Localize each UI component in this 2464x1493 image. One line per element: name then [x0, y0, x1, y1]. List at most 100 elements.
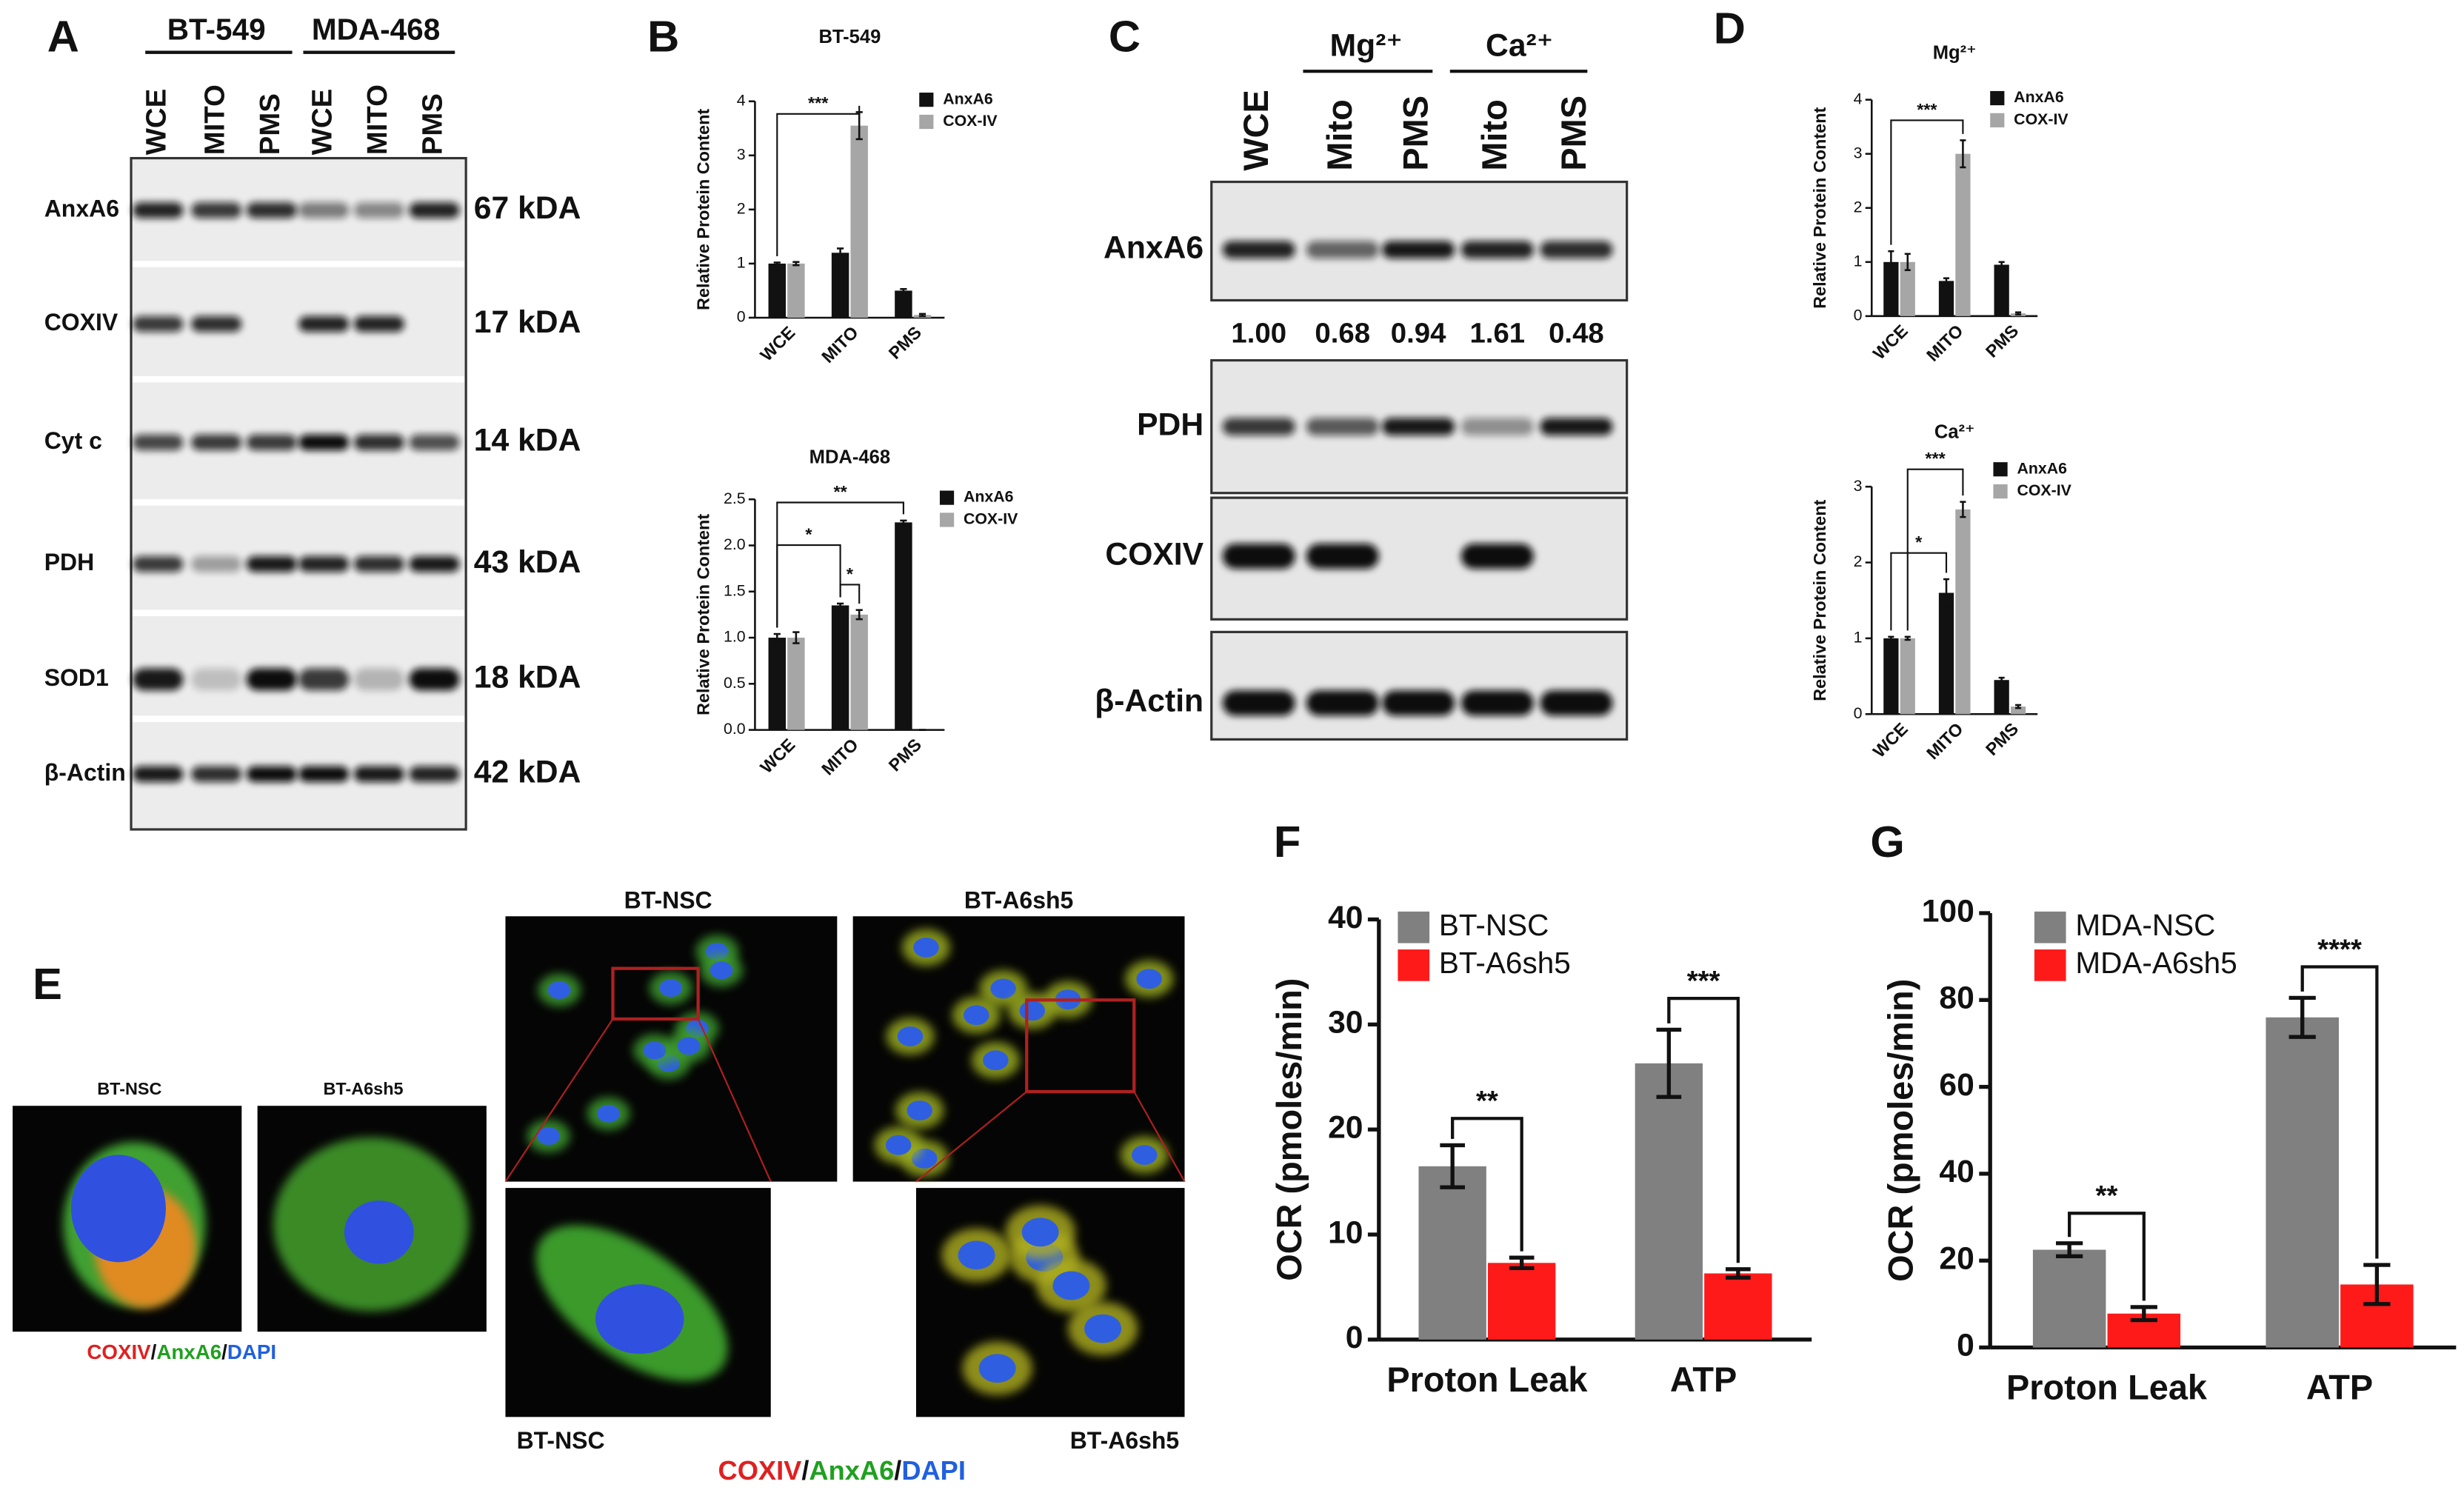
error-bar: [2363, 1263, 2391, 1306]
quant-label: 0.94: [1391, 318, 1446, 350]
cell-nucleus: [1136, 969, 1162, 989]
cell-nucleus: [885, 1135, 912, 1155]
panel-letter: C: [1109, 11, 1141, 61]
legend-label: BT-NSC: [1439, 908, 1549, 942]
blot-band: [246, 556, 297, 572]
y-tick-label: 2.0: [724, 535, 746, 553]
y-tick-label: 2.5: [724, 490, 746, 507]
stain-name: DAPI: [227, 1340, 276, 1363]
bar: [1883, 261, 1899, 316]
cell-nucleus: [595, 1284, 684, 1355]
blot-band: [1222, 241, 1295, 258]
blot-band: [1540, 241, 1613, 258]
y-tick-label: 100: [1922, 893, 1974, 929]
stain-separator: /: [151, 1340, 157, 1363]
panel-letter: E: [33, 959, 62, 1009]
blot-band: [1306, 543, 1379, 570]
significance-label: *: [1915, 532, 1923, 552]
x-tick-label: MITO: [818, 323, 862, 367]
cell-nucleus: [344, 1200, 414, 1264]
significance-bracket: [2300, 965, 2379, 1259]
row-label: COXIV: [1105, 536, 1203, 572]
lane-label: Mito: [1475, 99, 1514, 170]
blot-band: [133, 434, 184, 451]
cell-nucleus: [907, 1100, 932, 1120]
error-bar: [1904, 635, 1911, 641]
legend-swatch: [1398, 949, 1430, 981]
blot-band: [1460, 690, 1534, 716]
blot-band: [298, 202, 350, 218]
bar: [1883, 638, 1899, 715]
y-tick-label: 0: [1854, 306, 1863, 324]
chart-title: Ca²⁺: [1934, 421, 1975, 442]
chart-title: BT-549: [818, 27, 881, 47]
row-label: COXIV: [44, 309, 118, 335]
bar: [1487, 1263, 1556, 1340]
x-tick-label: MITO: [1923, 719, 1967, 764]
row-label: PDH: [1137, 407, 1203, 442]
blot-strip: [1210, 630, 1629, 741]
lane-label: PMS: [1397, 96, 1435, 171]
legend-swatch: [939, 512, 955, 527]
row-label: AnxA6: [44, 195, 119, 221]
blot-band: [1540, 690, 1613, 716]
significance-bracket: [2068, 1212, 2146, 1301]
significance-bracket: [1906, 468, 1964, 631]
chart-title: MDA-468: [809, 447, 890, 468]
bar: [768, 263, 787, 318]
blot-band: [409, 556, 460, 572]
error-bar: [918, 313, 926, 318]
panel-letter: G: [1870, 817, 1904, 866]
x-tick-label: PMS: [1982, 321, 2022, 361]
bar: [787, 263, 805, 318]
error-bar: [773, 261, 781, 266]
significance-label: ***: [808, 93, 829, 113]
row-label: AnxA6: [1104, 230, 1203, 266]
lane-label: WCE: [306, 89, 338, 156]
size-label: 43 kDA: [474, 544, 581, 580]
bar: [831, 605, 849, 730]
size-label: 42 kDA: [474, 755, 581, 790]
cell-nucleus: [1019, 1001, 1046, 1021]
zoom-line: [915, 1091, 1027, 1183]
cell-nucleus: [1021, 1218, 1059, 1247]
image-label: BT-A6sh5: [1070, 1427, 1180, 1454]
blot-frame: [130, 156, 467, 831]
x-tick-label: ATP: [1670, 1360, 1737, 1399]
error-bar: [900, 519, 907, 526]
significance-bracket: [1890, 552, 1948, 631]
y-tick-label: 0: [1346, 1320, 1363, 1355]
y-tick-label: 20: [1328, 1109, 1363, 1145]
significance-label: **: [1476, 1085, 1498, 1117]
cell-nucleus: [547, 981, 571, 999]
bar: [1635, 1063, 1703, 1340]
blot-band: [298, 766, 350, 782]
bar: [895, 522, 912, 730]
group-label: BT-549: [167, 13, 266, 47]
zoom-line: [504, 1018, 614, 1183]
cell-nucleus: [1132, 1145, 1158, 1165]
y-tick-label: 2: [737, 200, 746, 218]
size-label: 17 kDA: [474, 304, 581, 340]
legend-swatch: [1993, 484, 2008, 499]
blot-band: [191, 668, 242, 691]
zoom-box: [611, 966, 700, 1021]
error-bar: [792, 631, 800, 644]
error-bar: [900, 287, 907, 293]
zoom-box: [1025, 998, 1136, 1094]
stain-separator: /: [894, 1455, 901, 1486]
bar: [1938, 592, 1954, 715]
row-label: PDH: [44, 549, 95, 575]
blot-band: [298, 556, 350, 572]
lane-label: PMS: [254, 93, 286, 155]
group-label: Ca²⁺: [1486, 28, 1553, 64]
bar: [1955, 509, 1971, 715]
bar: [768, 638, 787, 730]
row-label: Cyt c: [44, 427, 102, 454]
significance-label: *: [805, 524, 812, 544]
legend-swatch: [2034, 911, 2066, 943]
y-tick-label: 0: [1957, 1328, 1974, 1363]
blot-band: [133, 202, 184, 218]
panel-letter: F: [1274, 817, 1301, 866]
blot-band: [1306, 418, 1379, 435]
